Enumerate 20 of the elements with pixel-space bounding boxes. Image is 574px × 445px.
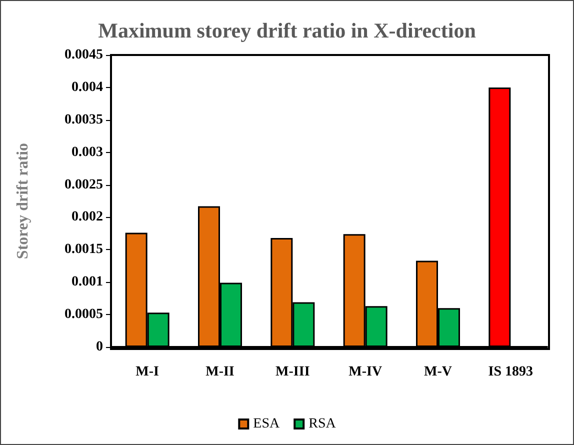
x-tick-label: M-II [206, 364, 234, 380]
x-tick-label: M-IV [348, 364, 382, 380]
x-tick-label: M-V [424, 364, 452, 380]
y-tick-label: 0.0005 [64, 307, 103, 322]
legend-label: RSA [308, 416, 337, 432]
y-tick-label: 0.0035 [64, 112, 103, 128]
chart-title: Maximum storey drift ratio in X-direction [98, 18, 476, 42]
y-tick-label: 0.002 [72, 210, 103, 225]
legend-label: ESA [253, 416, 280, 432]
y-axis-title: Storey drift ratio [14, 142, 32, 260]
x-tick-label: M-I [136, 364, 159, 380]
y-tick-label: 0 [96, 340, 103, 354]
y-tick-label: 0.001 [72, 274, 103, 290]
y-tick-label: 0.0015 [64, 242, 103, 258]
y-tick-label: 0.0025 [64, 177, 103, 192]
y-tick-label: 0.0045 [64, 48, 103, 62]
x-tick-label: M-III [276, 364, 310, 380]
y-tick-label: 0.003 [72, 144, 103, 160]
y-tick-label: 0.004 [72, 80, 103, 95]
x-tick-label: IS 1893 [488, 364, 534, 380]
